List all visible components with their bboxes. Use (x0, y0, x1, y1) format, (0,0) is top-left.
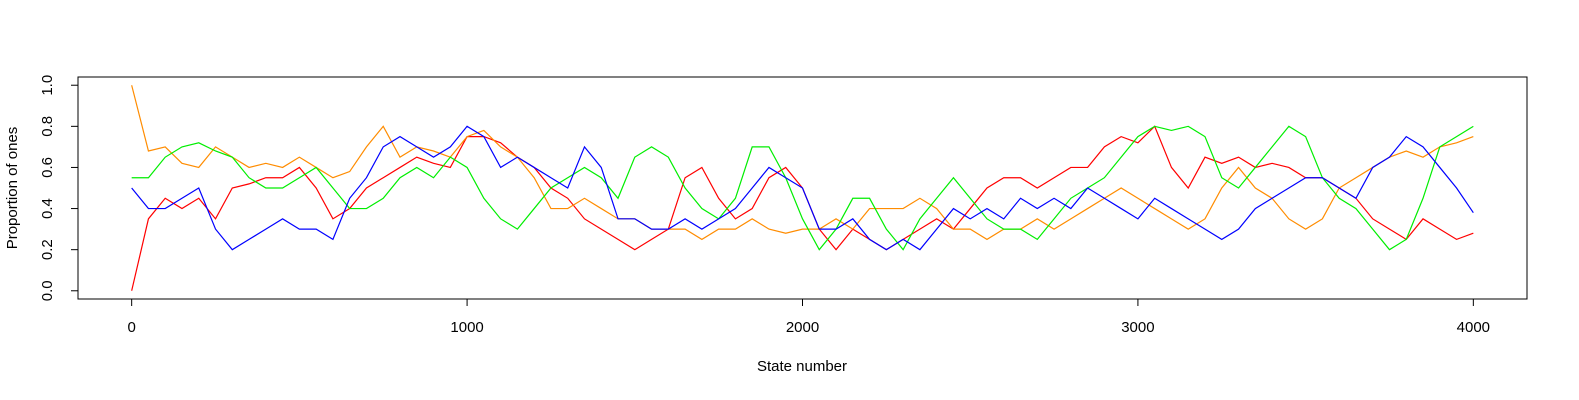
x-tick-label: 1000 (450, 319, 483, 336)
x-tick-label: 2000 (786, 319, 819, 336)
y-tick-label: 0.0 (39, 280, 56, 301)
x-tick-label: 3000 (1121, 319, 1154, 336)
y-tick-label: 0.4 (39, 198, 56, 219)
y-axis-label: Proportion of ones (4, 127, 21, 250)
y-tick-label: 0.2 (39, 239, 56, 260)
x-tick-label: 4000 (1457, 319, 1490, 336)
series-line (131, 125, 1474, 251)
y-tick-label: 1.0 (39, 75, 56, 96)
series-line (131, 125, 1474, 291)
y-tick-label: 0.6 (39, 157, 56, 178)
series-line (131, 85, 1474, 241)
x-tick-label: 0 (127, 319, 135, 336)
y-tick-label: 0.8 (39, 116, 56, 137)
series-line (131, 125, 1474, 251)
x-axis-label: State number (757, 358, 847, 375)
